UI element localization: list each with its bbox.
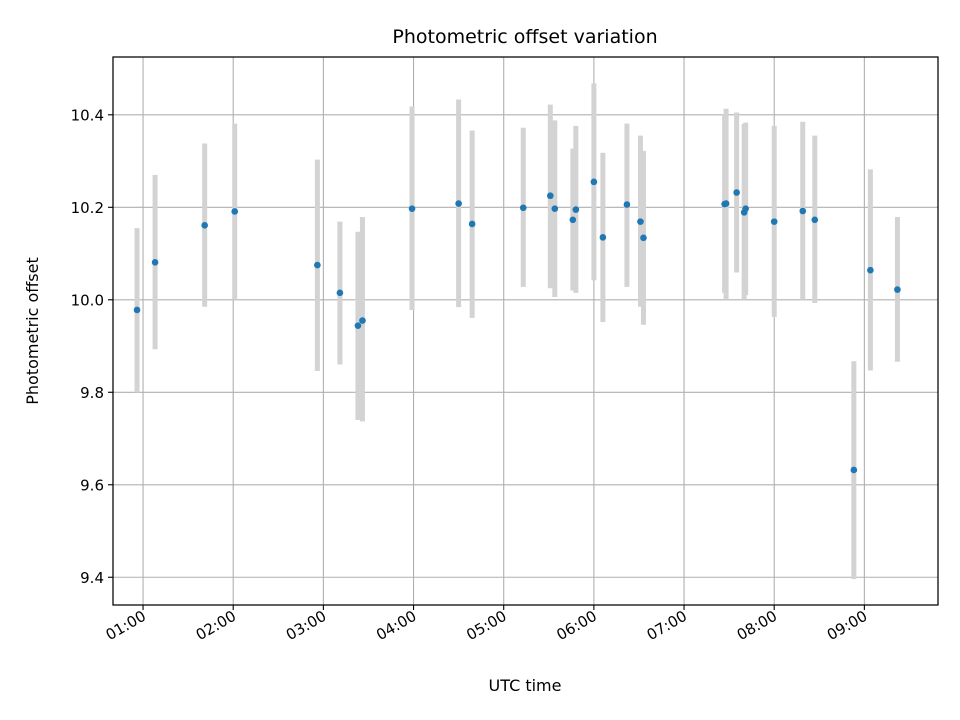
- chart-title: Photometric offset variation: [392, 26, 657, 48]
- data-point: [599, 234, 607, 241]
- data-point: [468, 220, 476, 228]
- y-axis-ticks: 9.4 9.6 9.8 10.0 10.2 10.4: [71, 106, 113, 587]
- data-point: [640, 234, 647, 242]
- data-point: [799, 207, 807, 215]
- data-point: [722, 200, 730, 207]
- data-point: [546, 192, 554, 200]
- data-point: [590, 178, 598, 186]
- data-point: [894, 286, 901, 293]
- data-point: [336, 289, 344, 297]
- data-point: [867, 266, 874, 274]
- y-axis-title: Photometric offset: [23, 257, 42, 405]
- data-point: [733, 189, 740, 196]
- data-point: [354, 322, 362, 329]
- data-point: [151, 259, 159, 266]
- data-points: [133, 178, 901, 474]
- axes-frame: [112, 56, 939, 606]
- data-point: [314, 261, 321, 269]
- y-tick-label: 9.6: [80, 476, 104, 494]
- data-point: [408, 205, 416, 212]
- data-point: [770, 218, 778, 225]
- y-tick-label: 10.0: [71, 291, 104, 309]
- data-point: [133, 306, 141, 314]
- data-point: [637, 218, 644, 225]
- data-point: [231, 208, 239, 215]
- data-point: [572, 206, 580, 213]
- data-point: [569, 216, 577, 224]
- y-tick-label: 9.4: [80, 569, 104, 587]
- y-tick-label: 10.4: [71, 106, 104, 124]
- data-point: [519, 204, 527, 212]
- y-tick-label: 10.2: [71, 199, 104, 217]
- data-point: [811, 216, 819, 224]
- data-point: [201, 222, 208, 229]
- x-axis-title: UTC time: [489, 676, 562, 695]
- data-point: [623, 201, 631, 208]
- data-point: [455, 200, 462, 207]
- data-point: [742, 205, 749, 212]
- y-tick-label: 9.8: [80, 384, 104, 402]
- data-point: [850, 466, 858, 474]
- data-point: [551, 205, 559, 212]
- data-point: [359, 317, 366, 324]
